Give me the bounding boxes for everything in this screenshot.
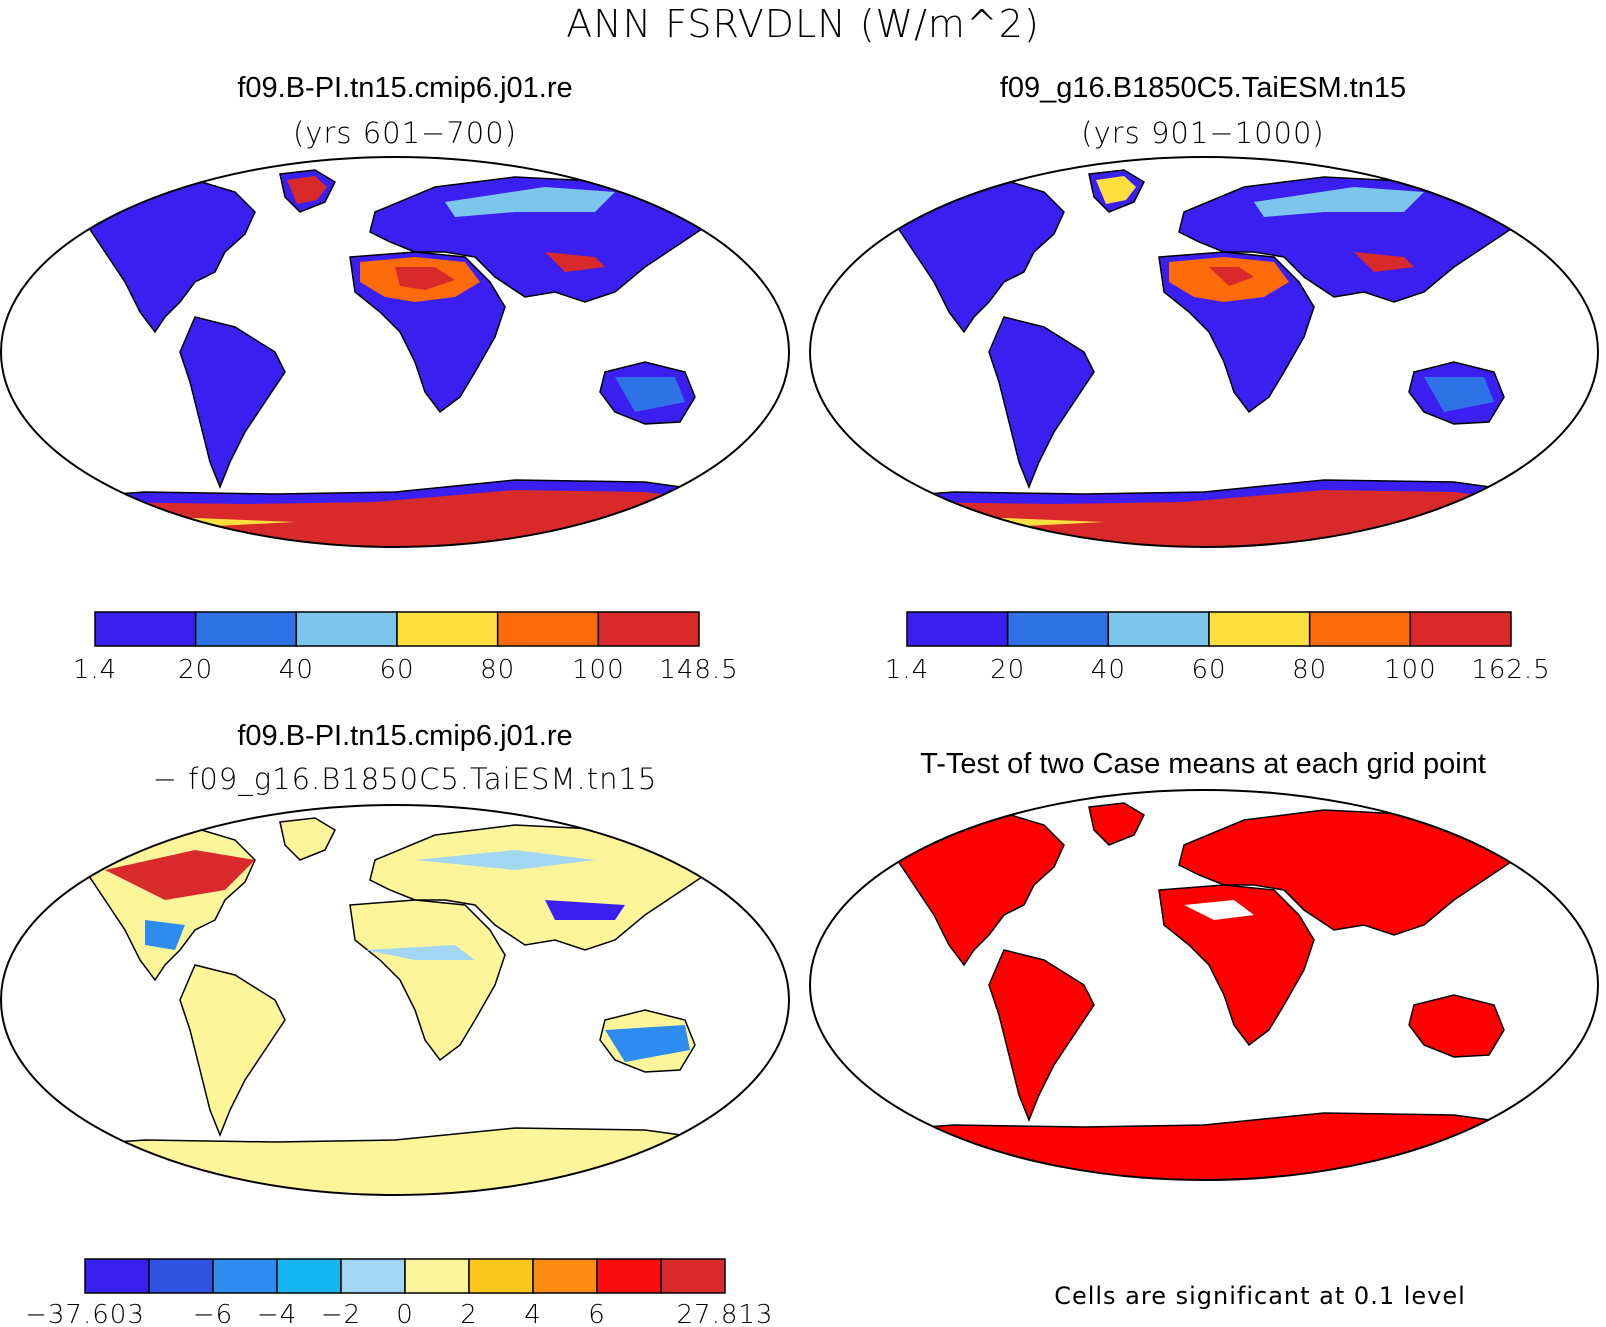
colorbar-3-swatch-6 — [468, 1258, 534, 1294]
colorbar-3-swatch-3 — [276, 1258, 342, 1294]
colorbar-1-tick-label: 60 — [379, 655, 414, 685]
panel3-title: f09.B-PI.tn15.cmip6.j01.re — [237, 720, 573, 752]
colorbar-3-swatch-0 — [84, 1258, 150, 1294]
colorbar-3-swatch-5 — [404, 1258, 470, 1294]
colorbar-2-tick-label: 1.4 — [885, 655, 929, 685]
panel2-title: f09_g16.B1850C5.TaiESM.tn15 — [999, 72, 1407, 104]
colorbar-3-tick-label: 2 — [460, 1300, 478, 1327]
colorbar-1-tick-label: 80 — [480, 655, 515, 685]
colorbar-1-swatch-4 — [496, 611, 600, 647]
panel1-subtitle: (yrs 601−700) — [292, 116, 518, 150]
colorbar-1-swatch-2 — [295, 611, 398, 647]
colorbar-2-tick-label: 60 — [1191, 655, 1226, 685]
colorbar-1-tick-label: 20 — [178, 655, 213, 685]
colorbar-3-tick-label: 6 — [588, 1300, 606, 1327]
colorbar-2-tick-label: 100 — [1384, 655, 1437, 685]
colorbar-3-tick-label: −6 — [193, 1300, 233, 1327]
colorbar-1-swatch-5 — [597, 611, 700, 647]
colorbar-3-tick-label: 27.813 — [677, 1300, 774, 1327]
colorbar-1-tick-label: 40 — [279, 655, 314, 685]
map-panel-1 — [0, 156, 790, 548]
map-panel-4 — [809, 789, 1599, 1181]
panel1-title: f09.B-PI.tn15.cmip6.j01.re — [237, 72, 573, 104]
figure-title: ANN FSRVDLN (W/m^2) — [566, 2, 1040, 46]
colorbar-3-tick-label: −4 — [257, 1300, 297, 1327]
colorbar-1-tick-label: 100 — [572, 655, 625, 685]
colorbar-3-tick-label: −37.603 — [25, 1300, 145, 1327]
panel2-subtitle: (yrs 901−1000) — [1081, 116, 1325, 150]
colorbar-1-swatch-1 — [194, 611, 298, 647]
colorbar-2-tick-label: 162.5 — [1471, 655, 1550, 685]
colorbar-2-tick-label: 80 — [1292, 655, 1327, 685]
significance-note: Cells are significant at 0.1 level — [1054, 1282, 1466, 1310]
colorbar-1-swatch-0 — [94, 611, 197, 647]
colorbar-3-tick-label: 0 — [396, 1300, 414, 1327]
colorbar-1-tick-label: 148.5 — [659, 655, 738, 685]
colorbar-3-tick-label: 4 — [524, 1300, 542, 1327]
map-panel-3 — [0, 804, 790, 1196]
colorbar-3-swatch-8 — [596, 1258, 662, 1294]
colorbar-2-swatch-1 — [1006, 611, 1110, 647]
colorbar-panel-1: 1.4 20 40 60 80 100 148.5 — [73, 611, 738, 685]
colorbar-2-swatch-0 — [906, 611, 1009, 647]
colorbar-3-swatch-7 — [532, 1258, 598, 1294]
colorbar-2-tick-label: 20 — [990, 655, 1025, 685]
panel3-subtitle: − f09_g16.B1850C5.TaiESM.tn15 — [152, 762, 658, 796]
colorbar-3-swatch-1 — [148, 1258, 214, 1294]
colorbar-2-swatch-4 — [1308, 611, 1412, 647]
colorbar-2-swatch-5 — [1409, 611, 1512, 647]
colorbar-panel-2: 1.4 20 40 60 80 100 162.5 — [885, 611, 1550, 685]
colorbar-3-swatch-4 — [340, 1258, 406, 1294]
colorbar-panel-3: −37.603 −6 −4 −2 0 2 4 6 27.813 — [25, 1258, 774, 1327]
panel4-title: T-Test of two Case means at each grid po… — [920, 748, 1486, 780]
colorbar-2-swatch-3 — [1208, 611, 1311, 647]
colorbar-3-swatch-2 — [212, 1258, 278, 1294]
colorbar-2-tick-label: 40 — [1091, 655, 1126, 685]
colorbar-1-swatch-3 — [396, 611, 499, 647]
colorbar-3-tick-label: −2 — [321, 1300, 361, 1327]
colorbar-2-swatch-2 — [1107, 611, 1210, 647]
map-panel-2 — [809, 156, 1599, 548]
colorbar-1-tick-label: 1.4 — [73, 655, 117, 685]
colorbar-3-swatch-9 — [660, 1258, 726, 1294]
